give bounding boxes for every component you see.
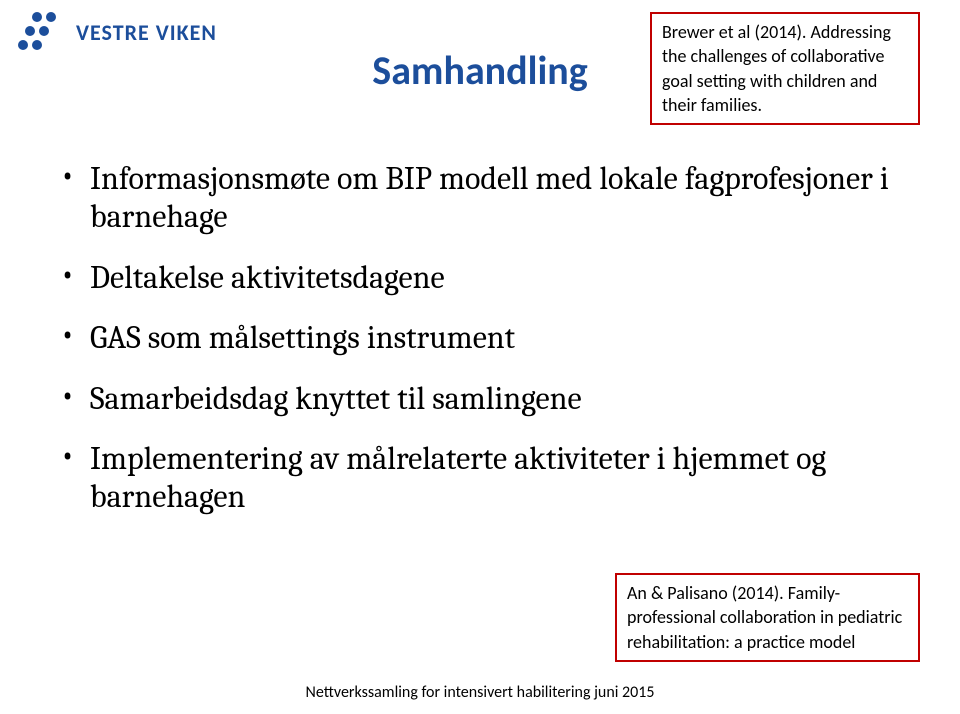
bullet-item: Deltakelse aktivitetsdagene — [54, 259, 906, 297]
citation-bottom: An & Palisano (2014). Family-professiona… — [615, 573, 920, 662]
citation-top: Brewer et al (2014). Addressing the chal… — [650, 12, 920, 125]
bullet-item: GAS som målsettings instrument — [54, 319, 906, 357]
bullet-item: Implementering av målrelaterte aktivitet… — [54, 440, 906, 517]
brand-name: VESTRE VIKEN — [76, 19, 217, 46]
bullet-item: Informasjonsmøte om BIP modell med lokal… — [54, 160, 906, 237]
bullet-list: Informasjonsmøte om BIP modell med lokal… — [54, 160, 906, 539]
slide-footer: Nettverkssamling for intensivert habilit… — [0, 683, 960, 702]
bullet-item: Samarbeidsdag knyttet til samlingene — [54, 380, 906, 418]
